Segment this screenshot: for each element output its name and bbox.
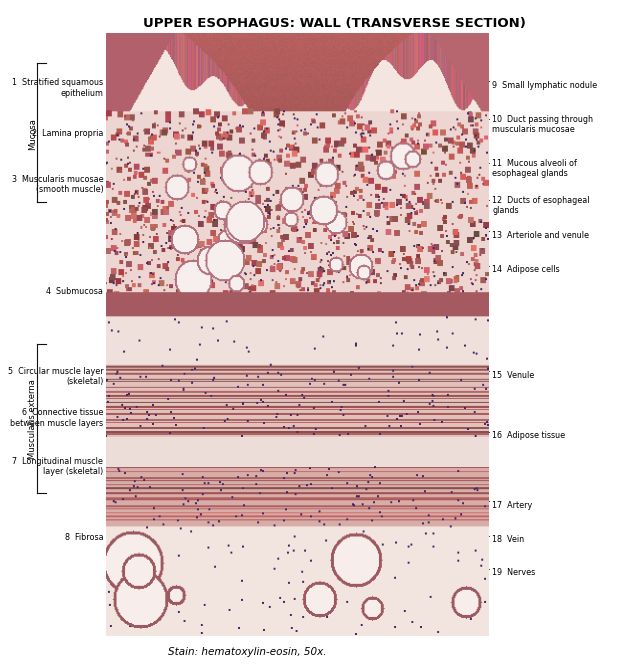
- Text: 12  Ducts of esophageal
glands: 12 Ducts of esophageal glands: [492, 196, 590, 216]
- Text: 18  Vein: 18 Vein: [492, 535, 524, 544]
- Text: 5  Circular muscle layer
(skeletal): 5 Circular muscle layer (skeletal): [8, 367, 103, 387]
- Text: 6  Connective tissue
between muscle layers: 6 Connective tissue between muscle layer…: [11, 408, 103, 428]
- Text: 16  Adipose tissue: 16 Adipose tissue: [492, 431, 565, 440]
- Text: 4  Submucosa: 4 Submucosa: [46, 287, 103, 296]
- Text: 15  Venule: 15 Venule: [492, 371, 534, 380]
- Text: 11  Mucous alveoli of
esophageal glands: 11 Mucous alveoli of esophageal glands: [492, 158, 577, 178]
- Text: 2  Lamina propria: 2 Lamina propria: [32, 129, 103, 138]
- Text: 17  Artery: 17 Artery: [492, 500, 532, 510]
- Text: UPPER ESOPHAGUS: WALL (TRANSVERSE SECTION): UPPER ESOPHAGUS: WALL (TRANSVERSE SECTIO…: [143, 17, 526, 30]
- Text: Mucosa: Mucosa: [28, 118, 37, 150]
- Text: 3  Muscularis mucosae
(smooth muscle): 3 Muscularis mucosae (smooth muscle): [12, 174, 103, 194]
- Text: 7  Longitudinal muscle
layer (skeletal): 7 Longitudinal muscle layer (skeletal): [12, 456, 103, 476]
- Text: 10  Duct passing through
muscularis mucosae: 10 Duct passing through muscularis mucos…: [492, 114, 593, 134]
- Text: 9  Small lymphatic nodule: 9 Small lymphatic nodule: [492, 81, 597, 90]
- Text: Muscularis externa: Muscularis externa: [28, 379, 37, 460]
- Text: 19  Nerves: 19 Nerves: [492, 568, 535, 577]
- Text: 14  Adipose cells: 14 Adipose cells: [492, 265, 560, 275]
- Text: Stain: hematoxylin-eosin, 50x.: Stain: hematoxylin-eosin, 50x.: [168, 647, 327, 657]
- Text: 13  Arteriole and venule: 13 Arteriole and venule: [492, 230, 589, 240]
- Text: 1  Stratified squamous
epithelium: 1 Stratified squamous epithelium: [12, 78, 103, 98]
- Text: 8  Fibrosa: 8 Fibrosa: [65, 532, 103, 542]
